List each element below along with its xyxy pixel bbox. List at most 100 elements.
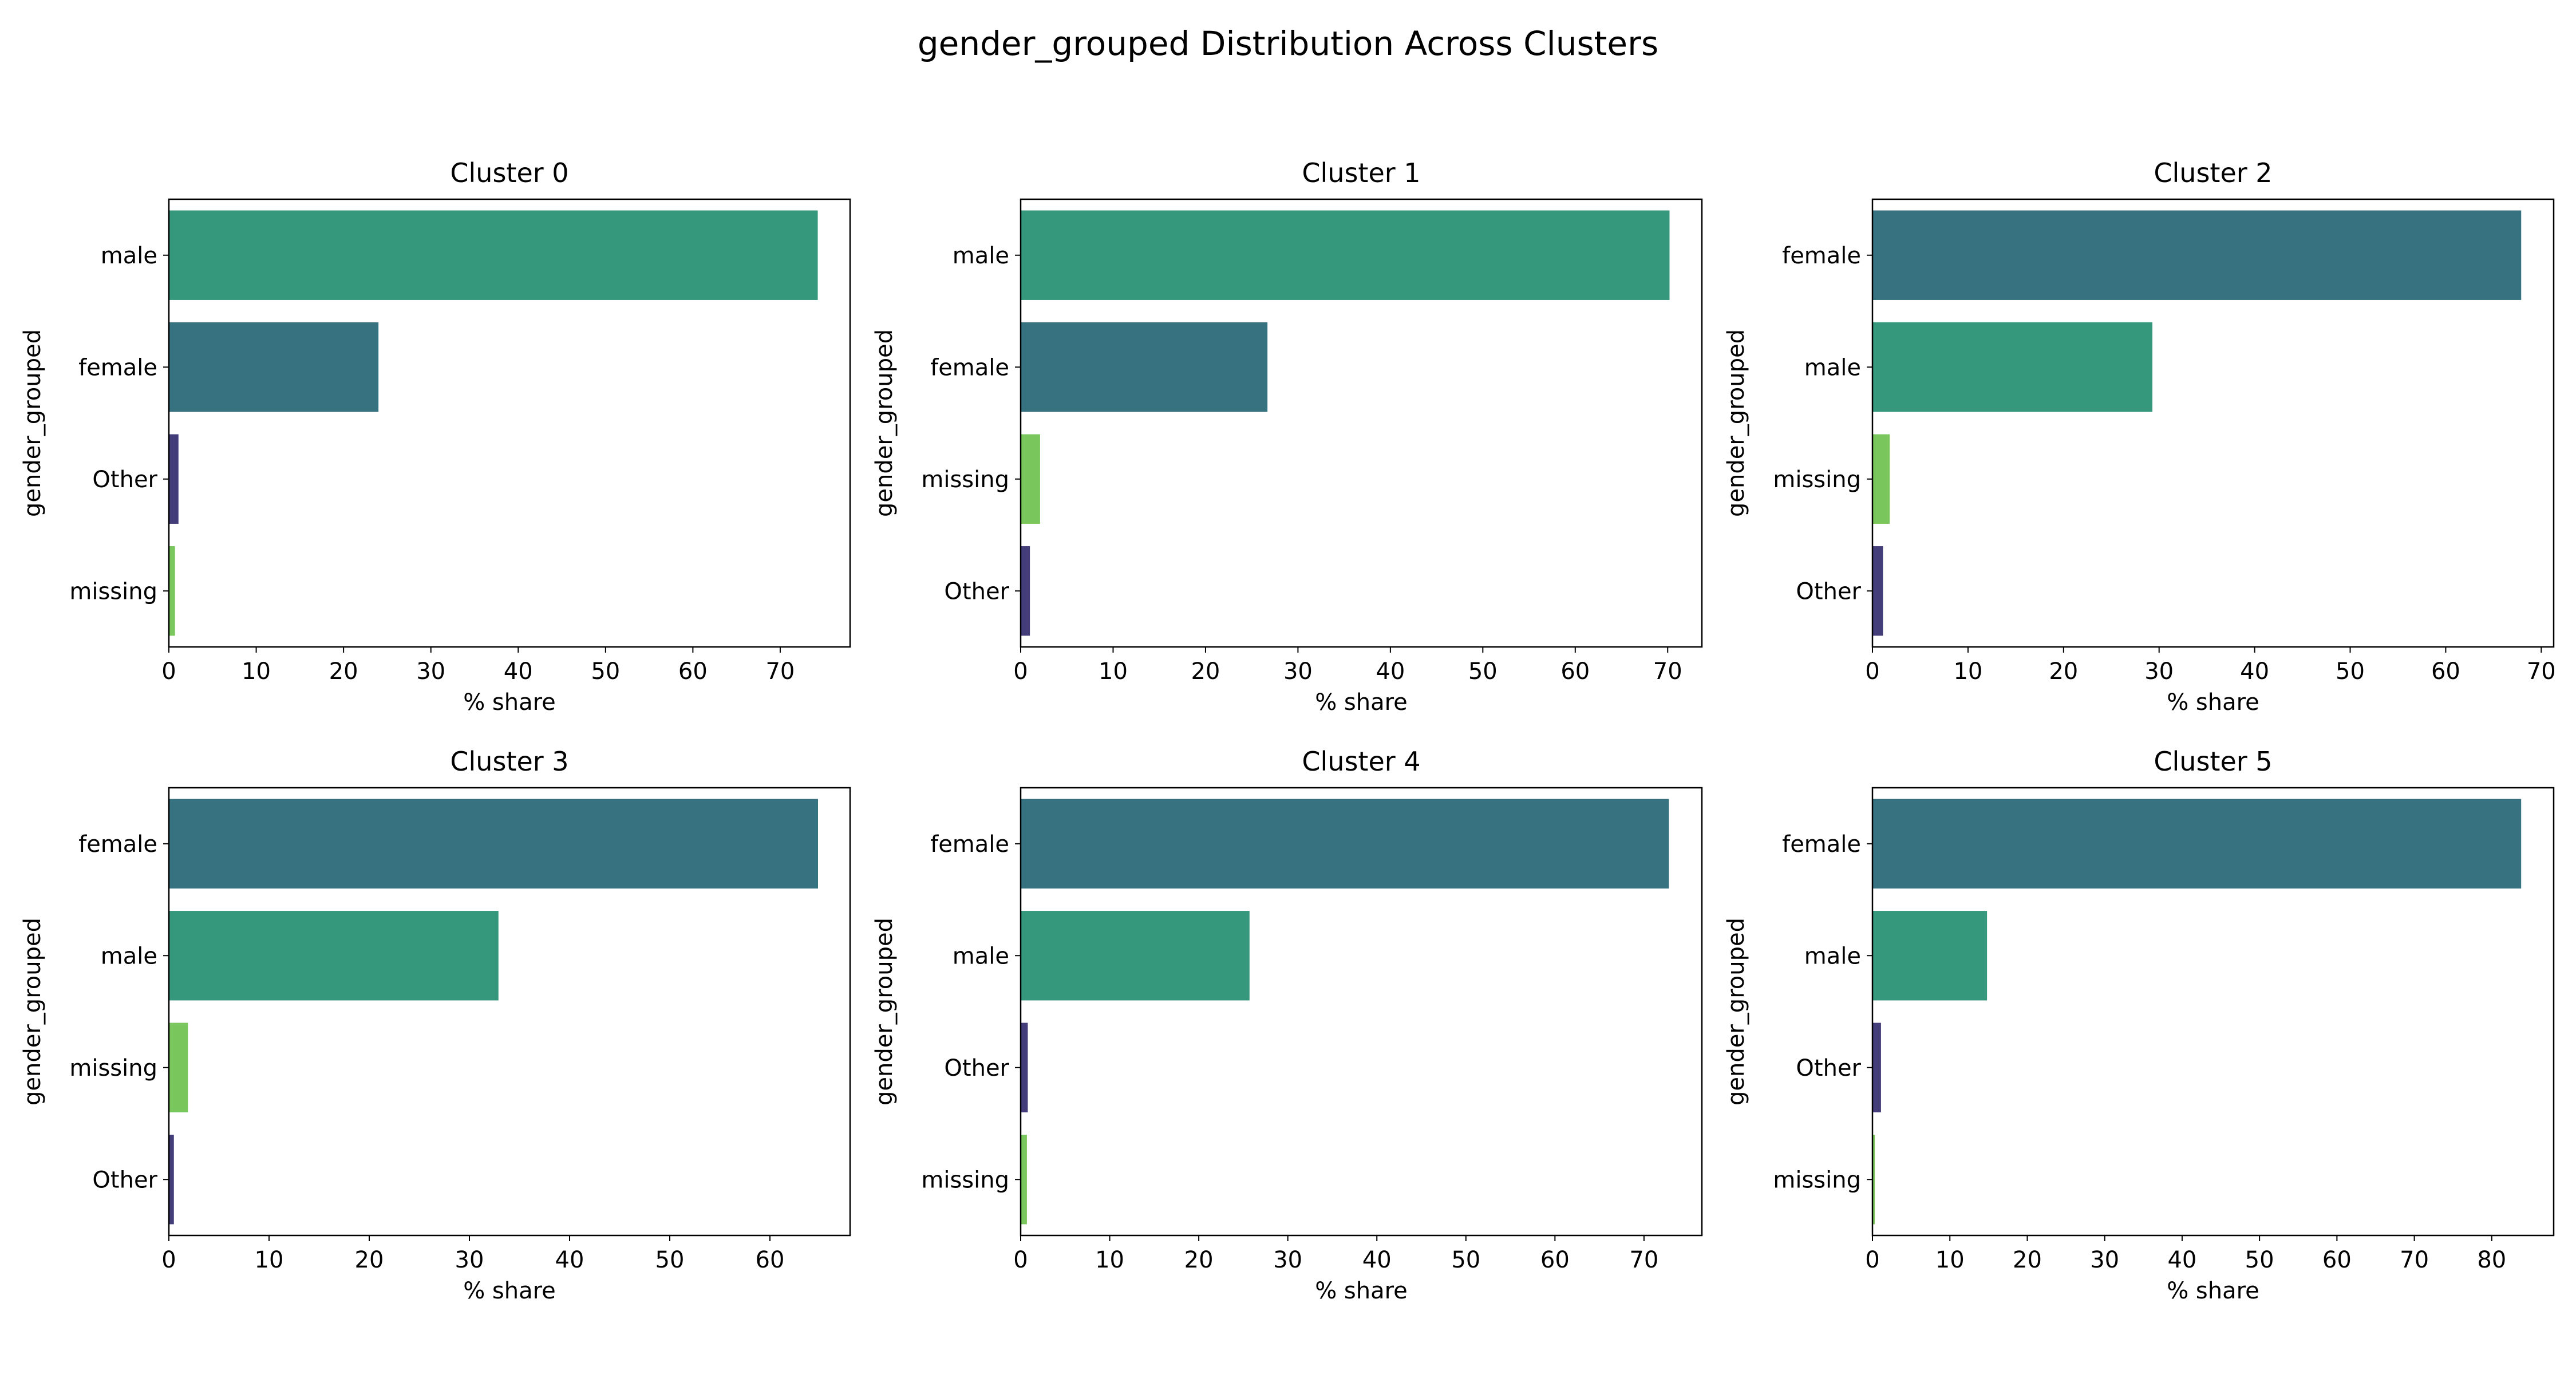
cluster-panel-0: male female Other missing 0 10 20 30 40 50 60 70 Clu… bbox=[19, 157, 851, 716]
x-tick-label: 50 bbox=[1451, 1247, 1480, 1273]
x-axis-label: % share bbox=[463, 689, 556, 716]
x-tick-label: 10 bbox=[1935, 1247, 1965, 1273]
x-tick-label: 50 bbox=[591, 658, 620, 685]
cluster-panel-5: female male Other missing 0 10 20 30 40 50 60 70 80 C… bbox=[1723, 746, 2555, 1304]
subplot-grid: male female Other missing 0 10 20 30 40 50 60 70 Clu… bbox=[19, 157, 2556, 1304]
bar-missing bbox=[1872, 434, 1890, 524]
y-tick-label: missing bbox=[1773, 1167, 1861, 1193]
plot-frame bbox=[1871, 198, 2555, 648]
figure-title: gender_grouped Distribution Across Clust… bbox=[918, 24, 1658, 63]
y-axis-label: gender_grouped bbox=[871, 918, 898, 1105]
plot-frame bbox=[168, 787, 851, 1237]
x-axis-label: % share bbox=[1315, 689, 1408, 716]
y-tick-label: male bbox=[101, 943, 157, 969]
bar-missing bbox=[169, 546, 175, 636]
y-tick-label: missing bbox=[921, 1167, 1009, 1193]
plot-frame bbox=[1020, 787, 1703, 1237]
y-tick-label: Other bbox=[92, 1167, 157, 1193]
x-axis-label: % share bbox=[2167, 689, 2259, 716]
y-axis-label: gender_grouped bbox=[1723, 329, 1749, 517]
bar-missing bbox=[1872, 1135, 1875, 1225]
x-tick-label: 10 bbox=[1095, 1247, 1124, 1273]
plot-frame bbox=[168, 198, 851, 648]
x-tick-label: 40 bbox=[1376, 658, 1405, 685]
bar-missing bbox=[169, 1022, 188, 1112]
y-tick-label: missing bbox=[921, 467, 1009, 493]
y-tick-label: Other bbox=[944, 578, 1009, 605]
x-tick-label: 0 bbox=[161, 1247, 176, 1273]
cluster-panel-1: male female missing Other 0 10 20 30 40 50 60 70 Clu… bbox=[871, 157, 1703, 716]
y-tick-label: male bbox=[1804, 943, 1861, 969]
x-tick-label: 40 bbox=[1362, 1247, 1392, 1273]
x-tick-label: 30 bbox=[455, 1247, 484, 1273]
x-tick-label: 10 bbox=[255, 1247, 284, 1273]
x-tick-label: 30 bbox=[1283, 658, 1313, 685]
panel-title: Cluster 5 bbox=[2154, 746, 2272, 777]
bar-female bbox=[1021, 322, 1268, 412]
bar-male bbox=[1021, 210, 1670, 300]
y-tick-label: missing bbox=[69, 578, 157, 605]
y-tick-label: missing bbox=[1773, 467, 1861, 493]
x-axis-label: % share bbox=[2167, 1278, 2259, 1304]
bar-female bbox=[1872, 210, 2522, 300]
bar-male bbox=[1021, 911, 1250, 1001]
x-tick-label: 40 bbox=[2167, 1247, 2196, 1273]
y-tick-label: missing bbox=[69, 1055, 157, 1081]
y-tick-label: Other bbox=[1796, 578, 1861, 605]
bar-other bbox=[1872, 546, 1883, 636]
x-axis-label: % share bbox=[463, 1278, 556, 1304]
x-tick-label: 60 bbox=[1560, 658, 1590, 685]
x-tick-label: 30 bbox=[1273, 1247, 1302, 1273]
y-tick-label: Other bbox=[92, 467, 157, 493]
y-axis-label: gender_grouped bbox=[1723, 918, 1749, 1105]
x-tick-label: 70 bbox=[1629, 1247, 1658, 1273]
x-tick-label: 80 bbox=[2477, 1247, 2506, 1273]
panel-title: Cluster 2 bbox=[2154, 157, 2272, 188]
x-tick-label: 0 bbox=[1865, 658, 1879, 685]
bar-female bbox=[1872, 799, 2522, 889]
x-tick-label: 0 bbox=[1013, 1247, 1028, 1273]
y-tick-label: female bbox=[78, 354, 157, 381]
x-tick-label: 10 bbox=[1099, 658, 1128, 685]
y-tick-label: female bbox=[1782, 831, 1861, 858]
y-tick-label: male bbox=[1804, 354, 1861, 381]
x-tick-label: 20 bbox=[2013, 1247, 2042, 1273]
y-tick-label: female bbox=[78, 831, 157, 858]
bar-male bbox=[1872, 322, 2153, 412]
x-tick-label: 0 bbox=[1865, 1247, 1879, 1273]
x-tick-label: 70 bbox=[2400, 1247, 2429, 1273]
y-tick-label: male bbox=[953, 243, 1009, 269]
x-tick-label: 0 bbox=[161, 658, 176, 685]
x-tick-label: 60 bbox=[756, 1247, 785, 1273]
y-tick-label: male bbox=[953, 943, 1009, 969]
y-tick-label: female bbox=[930, 354, 1009, 381]
x-tick-label: 50 bbox=[2245, 1247, 2274, 1273]
x-tick-label: 60 bbox=[678, 658, 708, 685]
cluster-panel-2: female male missing Other 0 10 20 30 40 50 60 70 Clu… bbox=[1723, 157, 2556, 716]
panel-title: Cluster 3 bbox=[450, 746, 568, 777]
x-tick-label: 30 bbox=[2090, 1247, 2119, 1273]
x-tick-label: 30 bbox=[416, 658, 445, 685]
plot-frame bbox=[1020, 198, 1703, 648]
x-tick-label: 20 bbox=[329, 658, 358, 685]
y-axis-label: gender_grouped bbox=[19, 329, 46, 517]
x-tick-label: 40 bbox=[504, 658, 533, 685]
bar-missing bbox=[1021, 434, 1040, 524]
y-tick-label: female bbox=[1782, 243, 1861, 269]
bar-other bbox=[169, 434, 179, 524]
bar-male bbox=[1872, 911, 1988, 1001]
x-axis-label: % share bbox=[1315, 1278, 1408, 1304]
x-tick-label: 70 bbox=[765, 658, 795, 685]
y-tick-label: Other bbox=[944, 1055, 1009, 1081]
x-tick-label: 20 bbox=[355, 1247, 384, 1273]
x-tick-label: 60 bbox=[2322, 1247, 2352, 1273]
x-tick-label: 70 bbox=[2527, 658, 2556, 685]
x-tick-label: 30 bbox=[2144, 658, 2174, 685]
y-tick-label: male bbox=[101, 243, 157, 269]
x-tick-label: 0 bbox=[1013, 658, 1028, 685]
bar-other bbox=[1021, 546, 1030, 636]
bar-other bbox=[1021, 1022, 1028, 1112]
x-tick-label: 50 bbox=[2336, 658, 2365, 685]
bar-male bbox=[169, 911, 499, 1001]
